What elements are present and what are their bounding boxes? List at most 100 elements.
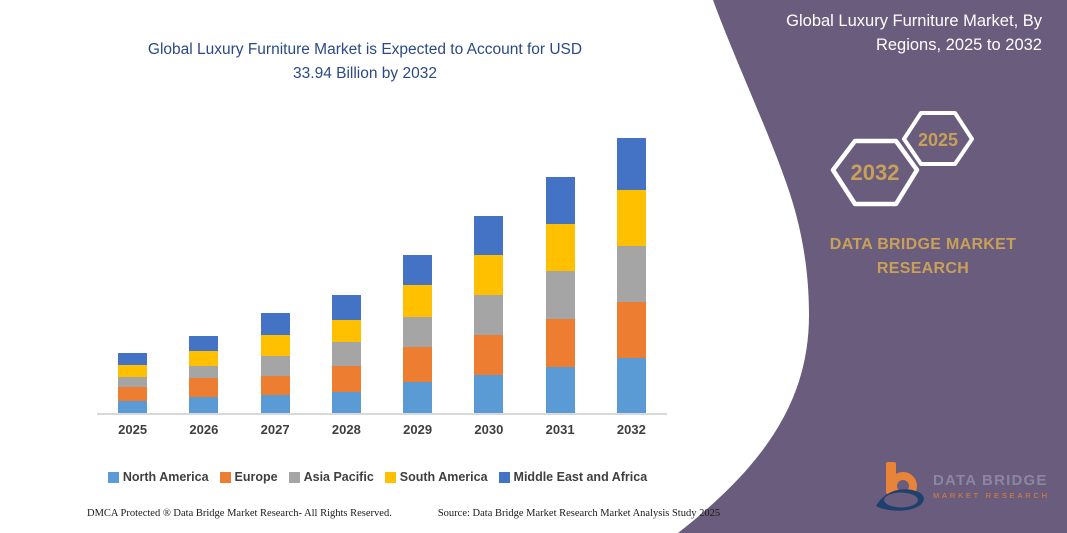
bar-segment <box>403 347 433 382</box>
bar-segment <box>545 271 575 319</box>
dbmr-logo-text: DATA BRIDGE MARKET RESEARCH <box>933 472 1050 500</box>
bar-segment <box>474 216 504 255</box>
bar-segment <box>545 319 575 367</box>
bar-segment <box>118 353 148 365</box>
bar-column-2026 <box>168 336 239 413</box>
brand-name-line1: DATA BRIDGE MARKET <box>829 236 1017 253</box>
stacked-bar <box>403 255 433 413</box>
bar-segment <box>616 302 646 358</box>
report-title: Global Luxury Furniture Market, By Regio… <box>707 9 1042 57</box>
chart-title-line1: Global Luxury Furniture Market is Expect… <box>147 41 583 58</box>
legend-swatch <box>288 471 300 483</box>
bar-segment <box>616 138 646 190</box>
bar-segment <box>545 367 575 413</box>
dbmr-logo: DATA BRIDGE MARKET RESEARCH <box>874 460 1050 512</box>
legend-swatch <box>384 471 396 483</box>
bar-segment <box>331 392 361 413</box>
x-axis-label: 2030 <box>474 422 504 437</box>
report-title-line2: Regions, 2025 to 2032 <box>875 36 1042 54</box>
stacked-bar <box>189 336 219 413</box>
bar-segment <box>189 366 219 378</box>
stacked-bar <box>616 138 646 413</box>
legend-swatch <box>107 471 119 483</box>
legend-label: North America <box>122 470 209 484</box>
bar-column-2029 <box>382 255 453 413</box>
bar-column-2028 <box>311 295 382 413</box>
bar-segment <box>403 255 433 285</box>
stacked-bar <box>260 313 290 413</box>
stacked-bar <box>474 216 504 413</box>
bar-segment <box>616 190 646 246</box>
x-axis-label: 2029 <box>403 422 433 437</box>
hexagon-2032 <box>830 138 920 207</box>
bar-segment <box>474 375 504 413</box>
legend-item: Middle East and Africa <box>498 470 648 484</box>
chart-title-line2: 33.94 Billion by 2032 <box>293 65 437 82</box>
bar-segment <box>189 351 219 366</box>
x-axis-label: 2026 <box>189 422 219 437</box>
legend-item: Asia Pacific <box>288 470 374 484</box>
chart-legend: North America Europe Asia Pacific South Ame… <box>80 470 675 484</box>
x-axis-label: 2027 <box>260 422 290 437</box>
chart-title: Global Luxury Furniture Market is Expect… <box>85 38 645 86</box>
bar-column-2030 <box>453 216 524 413</box>
chart: 2025 2026 2027 2028 2029 2030 2031 2032 <box>97 126 667 437</box>
bar-segment <box>118 401 148 413</box>
hexagon-2032-label: 2032 <box>851 160 900 185</box>
legend-label: Europe <box>234 470 278 484</box>
stacked-bar <box>118 353 148 413</box>
logo-text-line2: MARKET RESEARCH <box>933 491 1050 500</box>
x-axis-label: 2032 <box>616 422 646 437</box>
legend-label: Asia Pacific <box>303 470 374 484</box>
bar-segment <box>616 246 646 302</box>
hexagon-2025 <box>902 111 974 166</box>
bar-segment <box>118 365 148 377</box>
x-axis-label: 2025 <box>118 422 148 437</box>
bar-segment <box>260 313 290 335</box>
bar-segment <box>260 376 290 395</box>
x-axis-label: 2028 <box>331 422 361 437</box>
bar-segment <box>189 378 219 397</box>
bar-segment <box>331 366 361 392</box>
bar-segment <box>474 255 504 295</box>
bar-segment <box>403 285 433 317</box>
bar-segment <box>189 397 219 413</box>
x-axis-labels: 2025 2026 2027 2028 2029 2030 2031 2032 <box>97 422 667 437</box>
bar-segment <box>118 377 148 387</box>
footer-dmca-text: DMCA Protected ® Data Bridge Market Rese… <box>87 508 392 519</box>
brand-name-line2: RESEARCH <box>876 260 970 277</box>
bar-segment <box>331 342 361 366</box>
bar-segment <box>260 395 290 413</box>
bar-segment <box>545 224 575 271</box>
legend-item: Europe <box>219 470 278 484</box>
logo-text-line1: DATA BRIDGE <box>933 472 1048 489</box>
plot-area <box>97 126 667 415</box>
bar-segment <box>118 387 148 401</box>
bar-column-2027 <box>240 313 311 413</box>
legend-label: Middle East and Africa <box>513 470 648 484</box>
bar-segment <box>403 317 433 347</box>
bar-segment <box>331 320 361 342</box>
stacked-bar <box>545 177 575 413</box>
bar-segment <box>331 295 361 320</box>
legend-swatch <box>498 471 510 483</box>
legend-item: North America <box>107 470 209 484</box>
bar-column-2031 <box>525 177 596 413</box>
bar-segment <box>545 177 575 224</box>
bar-segment <box>260 356 290 376</box>
bar-segment <box>474 335 504 375</box>
hexagon-2025-label: 2025 <box>918 130 958 150</box>
bar-column-2032 <box>596 138 667 413</box>
stacked-bar <box>331 295 361 413</box>
footer: DMCA Protected ® Data Bridge Market Rese… <box>87 508 720 519</box>
legend-label: South America <box>399 470 488 484</box>
footer-source-text: Source: Data Bridge Market Research Mark… <box>437 508 721 519</box>
bar-segment <box>616 358 646 413</box>
x-axis-label: 2031 <box>545 422 575 437</box>
bar-segment <box>474 295 504 335</box>
bar-segment <box>260 335 290 356</box>
legend-swatch <box>219 471 231 483</box>
bar-column-2025 <box>97 353 168 413</box>
report-title-line1: Global Luxury Furniture Market, By <box>786 12 1042 30</box>
